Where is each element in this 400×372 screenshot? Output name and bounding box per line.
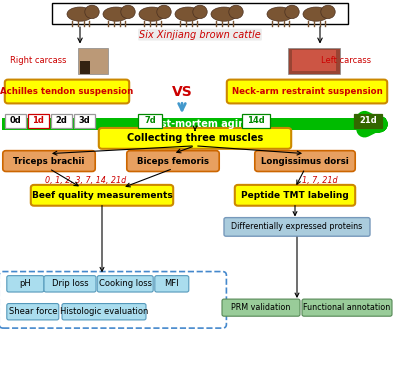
Ellipse shape <box>267 7 293 21</box>
FancyBboxPatch shape <box>97 276 153 292</box>
Text: 0, 1, 2, 3, 7, 14, 21d: 0, 1, 2, 3, 7, 14, 21d <box>45 176 127 185</box>
Text: pH: pH <box>20 279 31 288</box>
Text: PRM validation: PRM validation <box>231 303 291 312</box>
Circle shape <box>193 5 207 19</box>
Text: Shear force: Shear force <box>8 307 57 316</box>
Text: 2d: 2d <box>56 116 68 125</box>
Bar <box>74 113 95 128</box>
FancyBboxPatch shape <box>227 80 387 103</box>
Text: 1d: 1d <box>32 116 44 125</box>
Circle shape <box>85 5 99 19</box>
Text: Triceps brachii: Triceps brachii <box>13 157 85 166</box>
Text: MFI: MFI <box>164 279 179 288</box>
Text: Right carcass: Right carcass <box>10 56 66 65</box>
FancyBboxPatch shape <box>3 151 95 171</box>
Text: Beef quality measurements: Beef quality measurements <box>32 191 172 200</box>
FancyBboxPatch shape <box>302 299 392 316</box>
Ellipse shape <box>303 7 329 21</box>
FancyBboxPatch shape <box>222 299 300 316</box>
Ellipse shape <box>175 7 201 21</box>
FancyBboxPatch shape <box>235 185 355 206</box>
Bar <box>80 61 90 74</box>
Ellipse shape <box>103 7 129 21</box>
Bar <box>138 113 162 128</box>
Text: Differentially expressed proteins: Differentially expressed proteins <box>231 222 363 231</box>
FancyBboxPatch shape <box>5 80 129 103</box>
Circle shape <box>121 5 135 19</box>
Text: 0d: 0d <box>9 116 21 125</box>
Bar <box>2 118 386 130</box>
FancyBboxPatch shape <box>44 276 96 292</box>
Ellipse shape <box>211 7 237 21</box>
Text: Biceps femoris: Biceps femoris <box>137 157 209 166</box>
FancyBboxPatch shape <box>155 276 189 292</box>
Text: Left carcass: Left carcass <box>321 56 371 65</box>
Ellipse shape <box>67 7 93 21</box>
Bar <box>51 113 72 128</box>
Bar <box>288 48 340 74</box>
Text: Drip loss: Drip loss <box>52 279 88 288</box>
Circle shape <box>285 5 299 19</box>
FancyBboxPatch shape <box>62 304 146 320</box>
Bar <box>52 3 348 24</box>
Text: Six Xinjiang brown cattle: Six Xinjiang brown cattle <box>139 30 261 39</box>
Bar <box>354 113 382 128</box>
FancyBboxPatch shape <box>127 151 219 171</box>
Text: Histologic evaluation: Histologic evaluation <box>60 307 148 316</box>
FancyBboxPatch shape <box>7 276 44 292</box>
Text: Functional annotation: Functional annotation <box>303 303 391 312</box>
Bar <box>292 50 336 71</box>
Text: Neck-arm restraint suspension: Neck-arm restraint suspension <box>232 87 382 96</box>
Text: 14d: 14d <box>247 116 265 125</box>
Bar <box>78 48 108 74</box>
Circle shape <box>321 5 335 19</box>
Circle shape <box>229 5 243 19</box>
Text: Cooking loss: Cooking loss <box>99 279 152 288</box>
Text: Collecting three muscles: Collecting three muscles <box>127 134 263 143</box>
Text: 3d: 3d <box>79 116 91 125</box>
Bar <box>5 113 26 128</box>
Text: VS: VS <box>172 84 192 99</box>
Text: 21d: 21d <box>359 116 377 125</box>
Bar <box>28 113 49 128</box>
Text: Peptide TMT labeling: Peptide TMT labeling <box>241 191 349 200</box>
Ellipse shape <box>139 7 165 21</box>
Text: Achilles tendon suspension: Achilles tendon suspension <box>0 87 134 96</box>
FancyBboxPatch shape <box>224 218 370 236</box>
Text: 7d: 7d <box>144 116 156 125</box>
FancyBboxPatch shape <box>31 185 173 206</box>
FancyBboxPatch shape <box>255 151 355 171</box>
Circle shape <box>157 5 171 19</box>
Text: Longissimus dorsi: Longissimus dorsi <box>261 157 349 166</box>
Bar <box>242 113 270 128</box>
Text: 1, 7, 21d: 1, 7, 21d <box>302 176 338 185</box>
FancyBboxPatch shape <box>7 304 59 320</box>
Text: post-mortem aging: post-mortem aging <box>147 119 253 128</box>
FancyBboxPatch shape <box>99 128 291 149</box>
